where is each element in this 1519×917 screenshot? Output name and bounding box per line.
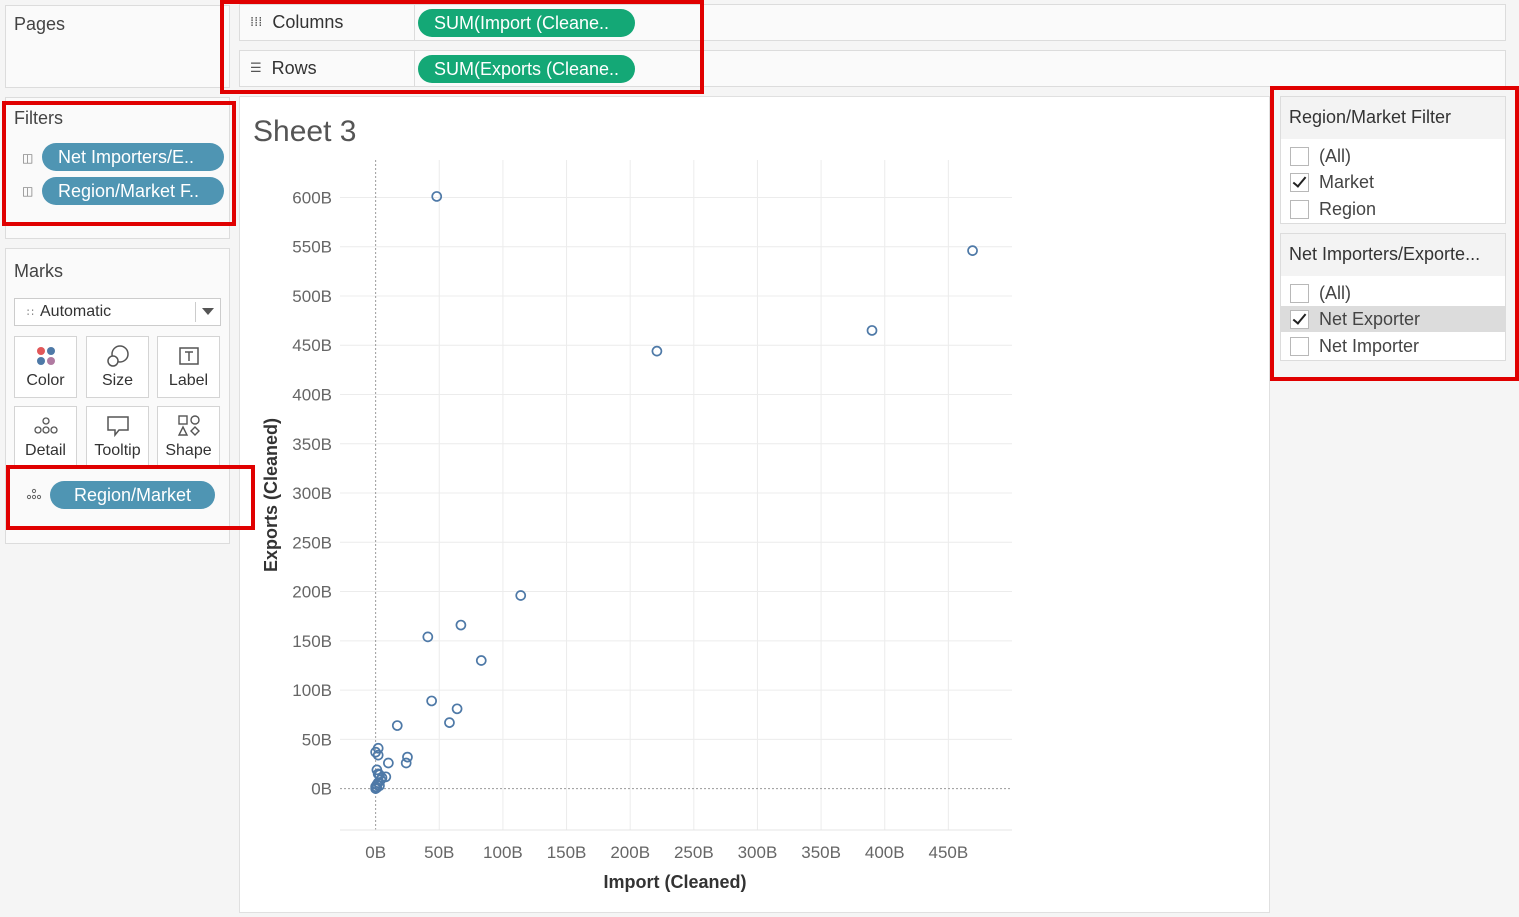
marks-title: Marks [14, 261, 63, 281]
sheet-view: Sheet 3 [239, 96, 1270, 913]
columns-shelf[interactable]: ⁞⁞⁞ Columns SUM(Import (Cleane.. [239, 4, 1506, 41]
pages-panel: Pages [5, 5, 230, 88]
rows-label: ☰ Rows [240, 51, 415, 86]
tooltip-label: Tooltip [94, 442, 141, 459]
checkbox[interactable] [1290, 146, 1309, 166]
size-button[interactable]: Size [86, 336, 149, 398]
color-button[interactable]: Color [14, 336, 77, 398]
option-label: Net Exporter [1319, 308, 1421, 329]
detail-pill-region-market[interactable]: Region/Market [50, 481, 215, 509]
net-importers-filter-card[interactable]: Net Importers/Exporte... (All) Net Expor… [1280, 233, 1506, 361]
net-option-net-exporter[interactable]: Net Exporter [1281, 306, 1505, 332]
net-filter-title: Net Importers/Exporte... [1289, 244, 1481, 264]
chevron-down-icon [202, 308, 214, 315]
detail-small-icon [26, 487, 42, 505]
rows-pill-exports[interactable]: SUM(Exports (Cleane.. [418, 55, 635, 83]
size-icon [87, 343, 148, 369]
option-label: Net Importer [1319, 335, 1420, 356]
color-icon [15, 343, 76, 369]
filters-panel[interactable]: Filters ◫ Net Importers/E.. ◫ Region/Mar… [5, 97, 230, 239]
region-market-filter-card[interactable]: Region/Market Filter (All) Market Region [1280, 96, 1506, 224]
rows-shelf[interactable]: ☰ Rows SUM(Exports (Cleane.. [239, 50, 1506, 87]
region-filter-title: Region/Market Filter [1289, 107, 1452, 127]
tooltip-button[interactable]: Tooltip [86, 406, 149, 468]
option-label: (All) [1319, 282, 1351, 303]
filter-lock-icon: ◫ [22, 184, 34, 198]
region-option-all[interactable]: (All) [1281, 143, 1505, 169]
region-option-market[interactable]: Market [1281, 169, 1505, 195]
checkbox[interactable] [1290, 309, 1309, 329]
checkbox[interactable] [1290, 199, 1309, 219]
columns-label: ⁞⁞⁞ Columns [240, 5, 415, 40]
shape-button[interactable]: Shape [157, 406, 220, 468]
columns-icon: ⁞⁞⁞ [250, 15, 263, 30]
rows-icon: ☰ [250, 61, 262, 76]
net-option-net-importer[interactable]: Net Importer [1281, 333, 1505, 359]
option-label: Region [1319, 198, 1377, 219]
option-label: (All) [1319, 145, 1351, 166]
detail-icon [15, 413, 76, 439]
detail-label: Detail [25, 442, 66, 459]
label-label: Label [168, 372, 209, 389]
region-option-region[interactable]: Region [1281, 196, 1505, 222]
net-filter-header [1281, 234, 1505, 276]
checkbox[interactable] [1290, 283, 1309, 303]
mark-type-dropdown[interactable]: ∷ Automatic [14, 298, 221, 326]
columns-pill-import[interactable]: SUM(Import (Cleane.. [418, 9, 635, 37]
columns-label-text: Columns [272, 12, 344, 32]
checkbox[interactable] [1290, 336, 1309, 356]
detail-button[interactable]: Detail [14, 406, 77, 468]
label-button[interactable]: Label [157, 336, 220, 398]
filter-pill-region-market[interactable]: Region/Market F.. [42, 177, 224, 205]
net-option-all[interactable]: (All) [1281, 280, 1505, 306]
filter-pill-net-importers[interactable]: Net Importers/E.. [42, 143, 224, 171]
region-filter-header [1281, 97, 1505, 139]
color-label: Color [26, 372, 65, 389]
filters-title: Filters [14, 108, 63, 128]
mark-type-value: Automatic [40, 303, 112, 320]
shape-icon [158, 413, 219, 439]
rows-label-text: Rows [271, 58, 317, 78]
filter-lock-icon: ◫ [22, 151, 34, 165]
automatic-icon: ∷ [27, 305, 34, 319]
option-label: Market [1319, 171, 1375, 192]
label-icon [158, 343, 219, 369]
sheet-title: Sheet 3 [253, 115, 357, 148]
checkbox[interactable] [1290, 172, 1309, 192]
shape-label: Shape [165, 442, 212, 459]
size-label: Size [101, 372, 134, 389]
pages-title: Pages [14, 14, 66, 34]
tooltip-icon [87, 413, 148, 439]
